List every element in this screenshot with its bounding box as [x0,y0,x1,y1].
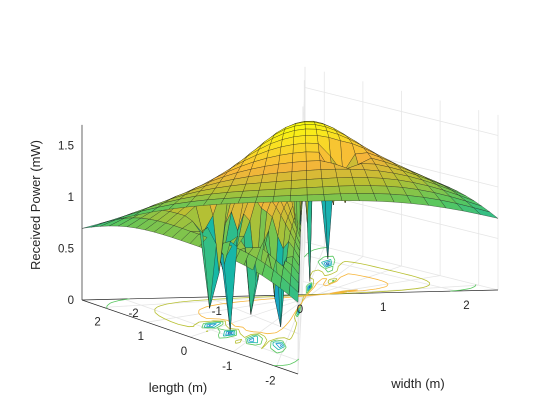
surface-patch [321,177,339,188]
y-tick-label: 0 [297,304,303,316]
surface-patch [292,142,307,154]
surface-patch [290,187,308,196]
surface-patch [306,178,323,188]
surface-patch [306,194,325,202]
z-tick-label: 0 [68,295,74,307]
x-tick-label: 1 [138,331,144,343]
surface-patch [338,185,358,194]
z-tick-label: 0.5 [58,244,74,256]
surface-patch [306,186,324,196]
surface-patch [320,169,338,179]
grid-line [297,241,499,375]
y-tick-label: 1 [380,302,386,314]
z-axis-label: Received Power (mW) [28,140,43,270]
grid-line [123,298,299,362]
surface-patch [273,188,292,197]
surface-patch [354,185,374,194]
surface-patch [291,161,307,172]
surface-patch [340,193,360,201]
surface-patch [275,171,293,182]
surface-patch [304,121,316,125]
x-tick-label: -2 [265,376,275,388]
surface-patch [335,169,353,178]
y-axis-line [81,299,299,375]
x-tick-label: 2 [94,316,100,328]
surface-patch [323,193,343,202]
surface-patch [289,194,308,202]
surface-patch [306,160,322,171]
surface-patch [304,124,317,130]
grid-line [206,296,301,335]
contour-line [198,273,389,335]
surface-patch [255,196,275,203]
surface-patch [258,181,277,191]
y-tick-label: 2 [463,300,469,312]
surface-patch [322,185,341,195]
surface-patch [290,179,308,189]
surface-patch [272,195,291,203]
surface-patch [291,170,307,181]
y-tick-label: -2 [128,308,138,320]
contour-line [154,261,431,350]
y-tick-label: -1 [212,306,222,318]
surface-patch [240,190,260,198]
surface-patch [305,128,318,136]
surface-patch [305,151,321,162]
surface-patch [256,189,276,198]
z-tick-label: 1 [68,192,74,204]
surface-patch [356,193,377,202]
surface-patch [81,221,108,229]
z-tick-label: 1.5 [58,141,74,153]
contour-projection [106,247,477,366]
surface-patch [292,151,307,163]
y-axis-label: width (m) [390,376,444,391]
x-tick-label: -1 [222,361,232,373]
surface-patch [274,180,292,190]
surface-mesh [81,120,499,331]
surface-patch [305,135,319,144]
surface-patch [306,169,322,180]
surface-patch [237,196,258,204]
x-tick-label: 0 [181,346,187,358]
axis-ticks: 0 0.5 1 1.5 2 1 0 -1 -2 -2 -1 0 1 2 [58,141,470,388]
x-axis-label: length (m) [149,380,208,395]
surface-patch [260,172,278,183]
surface-patch [277,162,293,174]
surface-patch [352,177,371,186]
surface-patch [349,169,368,178]
surface-patch [336,177,355,187]
contour-line [106,247,477,366]
surface-patch [305,142,320,153]
